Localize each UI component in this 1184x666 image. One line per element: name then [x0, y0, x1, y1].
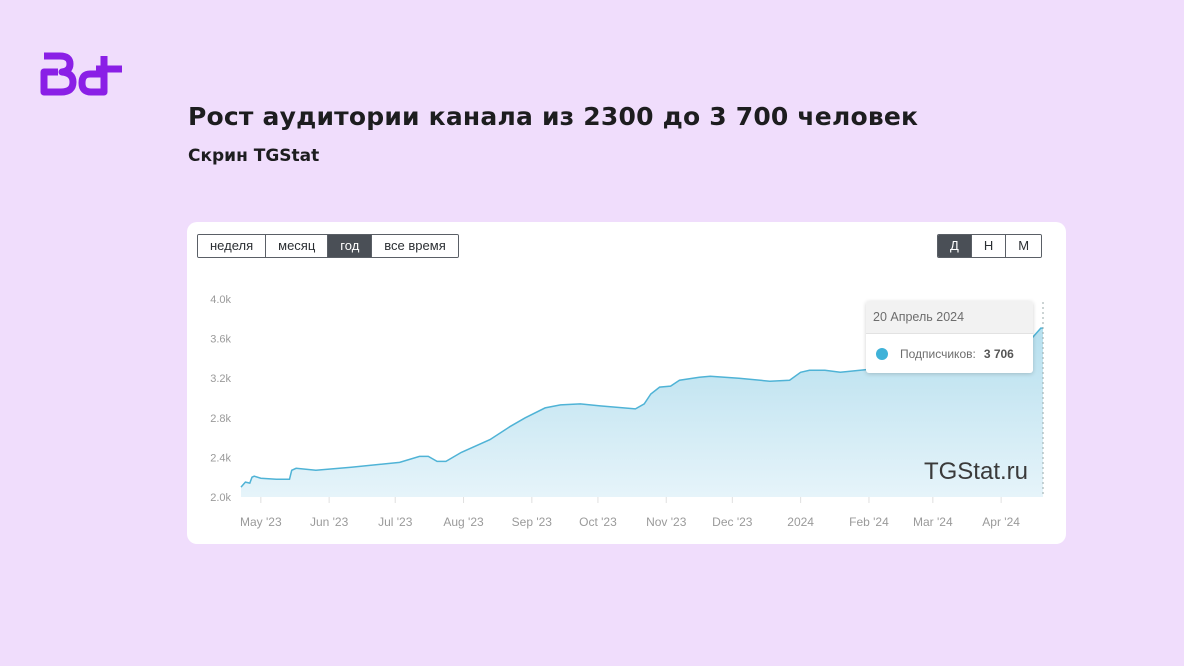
x-tick-label: Mar '24 — [913, 515, 953, 529]
series-line — [240, 327, 1043, 488]
page-subtitle: Скрин TGStat — [188, 146, 320, 166]
period-button[interactable]: неделя — [198, 235, 267, 257]
period-button[interactable]: год — [328, 235, 373, 257]
y-tick-label: 2.4k — [210, 452, 231, 464]
x-tick-label: Nov '23 — [646, 515, 687, 529]
y-tick-label: 2.8k — [210, 413, 231, 425]
tooltip-value: 3 706 — [983, 347, 1014, 361]
y-tick-label: 3.2k — [210, 373, 231, 385]
granularity-button[interactable]: Н — [971, 235, 1007, 257]
tooltip-date: 20 Апрель 2024 — [866, 301, 1033, 334]
y-tick-label: 2.0k — [210, 492, 231, 504]
x-tick-label: Oct '23 — [579, 515, 617, 529]
x-tick-label: Apr '24 — [982, 515, 1020, 529]
logo — [40, 52, 122, 96]
x-tick-label: Sep '23 — [512, 515, 553, 529]
x-tick-label: Dec '23 — [712, 515, 753, 529]
granularity-button[interactable]: М — [1006, 235, 1042, 257]
granularity-button[interactable]: Д — [938, 235, 972, 257]
x-tick-label: Jul '23 — [378, 515, 413, 529]
period-button[interactable]: месяц — [266, 235, 329, 257]
period-selector: неделя месяц год все время — [197, 234, 459, 258]
x-tick-label: Feb '24 — [849, 515, 889, 529]
period-button[interactable]: все время — [372, 235, 458, 257]
watermark: TGStat.ru — [924, 458, 1028, 485]
y-tick-label: 4.0k — [210, 294, 231, 306]
x-tick-label: Jun '23 — [310, 515, 349, 529]
x-tick-label: May '23 — [240, 515, 282, 529]
x-tick-label: Aug '23 — [443, 515, 484, 529]
page-title: Рост аудитории канала из 2300 до 3 700 ч… — [188, 102, 919, 131]
tooltip-label: Подписчиков: — [900, 347, 976, 361]
series-area — [241, 328, 1043, 497]
tooltip: 20 Апрель 2024 Подписчиков: 3 706 — [866, 301, 1033, 373]
x-tick-label: 2024 — [787, 515, 814, 529]
series-dot-icon — [876, 348, 888, 360]
y-tick-label: 3.6k — [210, 334, 231, 346]
